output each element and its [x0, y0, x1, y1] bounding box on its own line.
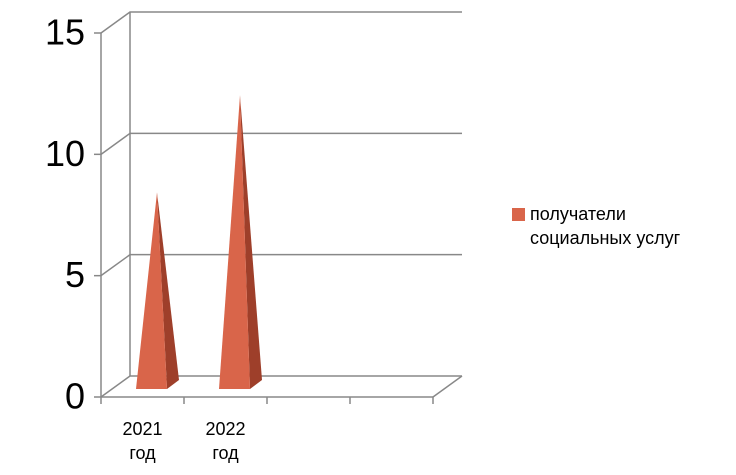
y-tick-label: 0 — [65, 376, 85, 417]
y-tick-label: 5 — [65, 254, 85, 295]
pyramid — [136, 192, 179, 389]
x-tick-label: 2021 год — [122, 419, 163, 463]
legend-swatch — [512, 208, 525, 221]
pyramid-side — [157, 192, 179, 389]
legend-label: получатели социальных услуг — [530, 204, 681, 248]
grid-line — [100, 132, 462, 155]
grid-line — [100, 375, 462, 398]
pyramid-front — [219, 95, 250, 390]
grid-line — [100, 11, 462, 34]
pyramid-front — [136, 192, 167, 389]
y-tick-label: 10 — [45, 133, 85, 174]
pyramid — [219, 95, 262, 390]
axis — [432, 375, 463, 398]
y-tick-label: 15 — [45, 12, 85, 53]
x-tick-label: 2022 год — [205, 419, 246, 463]
pyramid-side — [240, 95, 262, 390]
grid-line — [100, 253, 462, 277]
